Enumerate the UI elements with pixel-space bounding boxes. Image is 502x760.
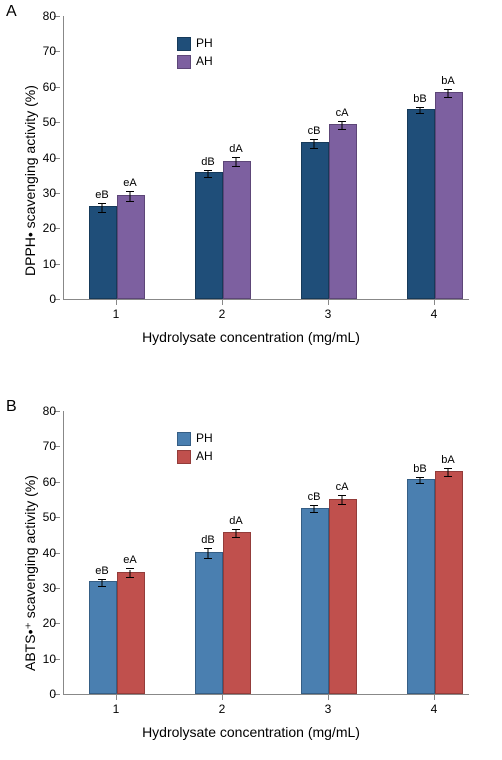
bar xyxy=(329,124,357,299)
plot-area: 010203040506070801eBeA2dBdA3cBcA4bBbA5aB… xyxy=(63,411,469,695)
data-label: eA xyxy=(123,554,136,566)
bar xyxy=(117,572,145,694)
panel-B: B010203040506070801eBeA2dBdA3cBcA4bBbA5a… xyxy=(0,395,502,760)
bar xyxy=(89,581,117,694)
panel-label: A xyxy=(6,3,17,21)
legend: PH AH xyxy=(177,34,213,70)
panel-label: B xyxy=(6,398,17,416)
data-label: bA xyxy=(441,75,454,87)
xtick-label: 3 xyxy=(325,702,332,716)
bar xyxy=(89,206,117,299)
x-axis-label: Hydrolysate concentration (mg/mL) xyxy=(0,724,502,740)
ytick-label: 80 xyxy=(26,404,56,418)
legend-item: AH xyxy=(177,52,213,70)
bar xyxy=(195,552,223,694)
legend-label: PH xyxy=(196,36,213,50)
legend-swatch xyxy=(177,432,191,446)
xtick-label: 4 xyxy=(431,702,438,716)
data-label: dB xyxy=(201,156,214,168)
y-axis-label: DPPH• scavenging activity (%) xyxy=(22,86,38,277)
legend-item: AH xyxy=(177,447,213,465)
bar xyxy=(301,142,329,299)
data-label: bB xyxy=(413,93,426,105)
ytick-label: 70 xyxy=(26,439,56,453)
bar xyxy=(435,92,463,299)
ytick-label: 80 xyxy=(26,9,56,23)
bar xyxy=(407,109,435,299)
legend: PH AH xyxy=(177,429,213,465)
data-label: cB xyxy=(308,125,321,137)
bar xyxy=(223,532,251,694)
data-label: dB xyxy=(201,534,214,546)
legend-label: PH xyxy=(196,431,213,445)
bar xyxy=(329,499,357,695)
bar xyxy=(117,195,145,299)
bar xyxy=(435,471,463,694)
panel-A: A010203040506070801eBeA2dBdA3cBcA4bBbA5a… xyxy=(0,0,502,365)
legend-swatch xyxy=(177,450,191,464)
data-label: bA xyxy=(441,454,454,466)
data-label: cA xyxy=(336,481,349,493)
xtick-label: 1 xyxy=(113,307,120,321)
xtick-label: 2 xyxy=(219,307,226,321)
bar xyxy=(407,479,435,694)
legend-label: AH xyxy=(196,449,213,463)
legend-swatch xyxy=(177,37,191,51)
data-label: dA xyxy=(229,515,242,527)
x-axis-label: Hydrolysate concentration (mg/mL) xyxy=(0,329,502,345)
data-label: bB xyxy=(413,463,426,475)
data-label: cB xyxy=(308,491,321,503)
data-label: dA xyxy=(229,143,242,155)
xtick-label: 2 xyxy=(219,702,226,716)
data-label: eA xyxy=(123,177,136,189)
legend-swatch xyxy=(177,55,191,69)
plot-area: 010203040506070801eBeA2dBdA3cBcA4bBbA5aB… xyxy=(63,16,469,300)
data-label: eB xyxy=(95,189,108,201)
ytick-label: 0 xyxy=(26,687,56,701)
data-label: eB xyxy=(95,565,108,577)
bar xyxy=(301,508,329,694)
bar xyxy=(195,172,223,299)
xtick-label: 4 xyxy=(431,307,438,321)
xtick-label: 1 xyxy=(113,702,120,716)
ytick-label: 0 xyxy=(26,292,56,306)
legend-item: PH xyxy=(177,429,213,447)
bar xyxy=(223,161,251,299)
legend-label: AH xyxy=(196,54,213,68)
figure: { "layout":{"figure_w":502,"figure_h":75… xyxy=(0,0,502,759)
xtick-label: 3 xyxy=(325,307,332,321)
y-axis-label: ABTS•⁺ scavenging activity (%) xyxy=(22,475,39,671)
data-label: cA xyxy=(336,107,349,119)
legend-item: PH xyxy=(177,34,213,52)
ytick-label: 70 xyxy=(26,44,56,58)
